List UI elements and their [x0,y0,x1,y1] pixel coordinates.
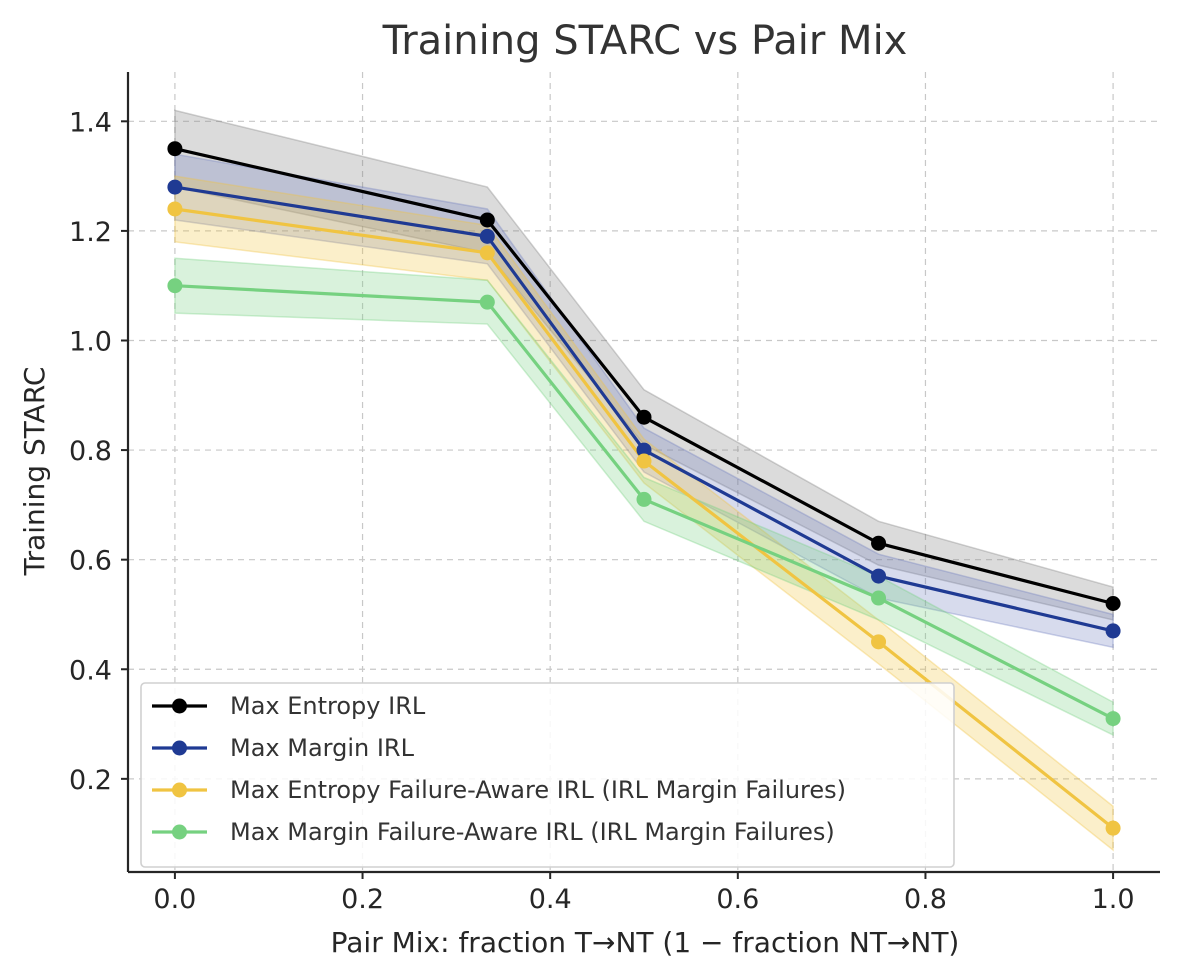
series-band-1 [174,109,1114,621]
legend-marker-3 [172,782,187,798]
legend-label-3: Max Entropy Failure-Aware IRL (IRL Margi… [230,776,846,804]
y-tick-label: 1.4 [69,107,112,138]
x-tick-label: 0.4 [529,884,572,915]
data-point [167,278,183,294]
legend-label-4: Max Margin Failure-Aware IRL (IRL Margin… [230,818,835,846]
y-tick-label: 0.6 [69,546,112,577]
legend: Max Entropy IRL Max Margin IRL Max Entropy… [140,682,955,868]
legend-label-1: Max Entropy IRL [230,692,426,720]
data-point [479,245,495,261]
data-point [871,568,887,584]
legend-marker-2 [172,740,187,756]
legend-box [140,682,955,868]
data-point [1105,820,1121,836]
data-point [871,634,887,650]
y-tick-label: 0.8 [69,436,112,467]
data-point [1105,596,1121,612]
y-tick-label: 1.2 [69,217,112,248]
data-point [636,453,652,469]
y-tick-label: 0.4 [69,655,112,686]
legend-marker-4 [172,824,187,840]
axes: 0.0 0.2 0.4 0.6 0.8 1.0 0.2 0.4 0.6 0.8 1.0 1.2 1.4 [69,72,1160,915]
series-band-2 [174,153,1114,649]
y-axis-label: Training STARC [18,367,51,577]
y-tick-label: 1.0 [69,326,112,357]
series-band-3 [174,175,1114,852]
data-point [167,201,183,217]
y-tick-label: 0.2 [69,765,112,796]
data-point [636,442,652,458]
data-point [636,491,652,507]
data-point [479,294,495,310]
x-axis-label: Pair Mix: fraction T→NT (1 − fraction NT… [331,926,960,959]
legend-label-2: Max Margin IRL [230,734,415,762]
series-points [167,141,1121,836]
data-point [871,590,887,606]
data-point [479,228,495,244]
x-tick-label: 0.8 [904,884,947,915]
data-point [871,535,887,551]
chart-title: Training STARC vs Pair Mix [382,18,908,64]
legend-marker-1 [172,698,187,714]
data-point [1105,711,1121,727]
x-tick-label: 0.6 [716,884,759,915]
data-point [479,212,495,228]
x-tick-label: 0.0 [153,884,196,915]
x-tick-label: 0.2 [341,884,384,915]
data-point [167,179,183,195]
data-point [1105,623,1121,639]
x-tick-label: 1.0 [1092,884,1135,915]
data-point [636,409,652,425]
data-point [167,141,183,157]
